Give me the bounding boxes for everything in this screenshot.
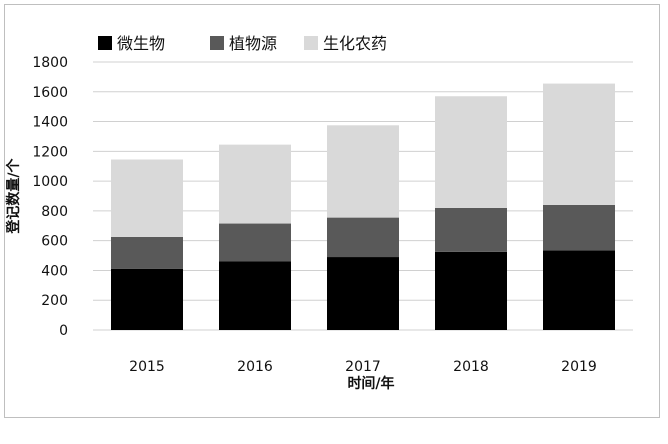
- y-tick-label: 1400: [32, 115, 68, 131]
- bar-2016-series-1: [219, 223, 291, 262]
- y-tick-label: 0: [59, 323, 68, 339]
- bar-2015-series-2: [111, 159, 183, 237]
- y-tick-label: 1000: [32, 174, 68, 190]
- bar-2018-series-0: [435, 251, 507, 330]
- y-tick-label: 800: [41, 204, 68, 220]
- y-tick-label: 1800: [32, 55, 68, 71]
- x-tick-label: 2015: [129, 359, 165, 375]
- y-tick-label: 600: [41, 234, 68, 250]
- y-tick-label: 1600: [32, 85, 68, 101]
- x-axis-title: 时间/年: [347, 375, 394, 392]
- legend-label-series-1: 植物源: [229, 34, 277, 53]
- bar-2019-series-0: [543, 250, 615, 330]
- y-axis-title: 登记数量/个: [5, 157, 22, 234]
- x-tick-label: 2017: [345, 359, 381, 375]
- legend-swatch-series-2: [304, 36, 318, 50]
- x-tick-labels: 2015 2016 2017 2018 2019: [129, 359, 597, 375]
- bar-2015-series-1: [111, 236, 183, 269]
- bar-2015-series-0: [111, 268, 183, 330]
- bar-2017-series-0: [327, 257, 399, 330]
- y-tick-labels: 0 200 400 600 800 1000 1200 1400 1600 1800: [32, 55, 68, 339]
- bar-2016-series-2: [219, 144, 291, 224]
- y-tick-label: 1200: [32, 144, 68, 160]
- bar-2019-series-2: [543, 83, 615, 205]
- bar-2018-series-1: [435, 207, 507, 252]
- bar-2017-series-1: [327, 217, 399, 258]
- y-tick-label: 400: [41, 263, 68, 279]
- bar-2018-series-2: [435, 96, 507, 208]
- legend-label-series-0: 微生物: [117, 34, 165, 53]
- legend-label-series-2: 生化农药: [323, 34, 387, 53]
- legend-swatch-series-1: [210, 36, 224, 50]
- x-tick-label: 2018: [453, 359, 489, 375]
- x-tick-label: 2019: [561, 359, 597, 375]
- x-tick-label: 2016: [237, 359, 273, 375]
- bar-2019-series-1: [543, 204, 615, 251]
- y-tick-label: 200: [41, 293, 68, 309]
- legend: 微生物 植物源 生化农药: [98, 34, 387, 53]
- bar-2017-series-2: [327, 125, 399, 218]
- bars: [111, 83, 615, 330]
- legend-swatch-series-0: [98, 36, 112, 50]
- bar-2016-series-0: [219, 261, 291, 330]
